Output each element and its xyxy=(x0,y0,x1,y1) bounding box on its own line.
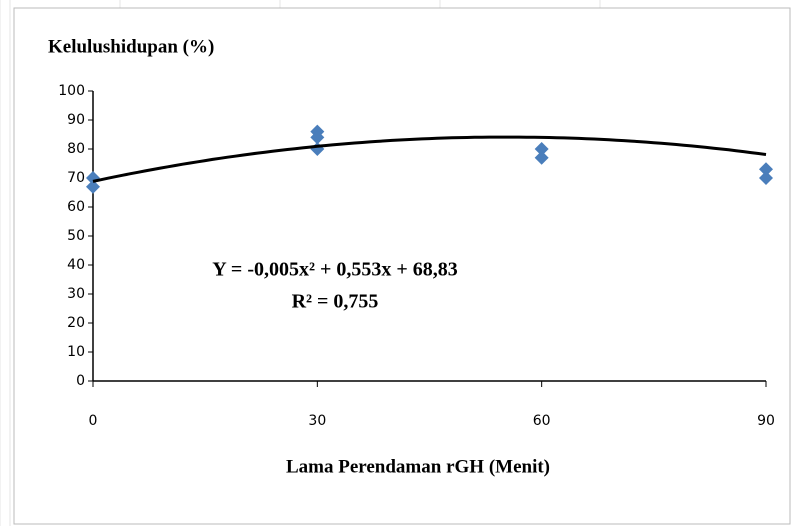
y-tick-label: 90 xyxy=(67,112,85,128)
chart-title: Kelulushidupan (%) xyxy=(48,36,214,57)
y-tick-label: 100 xyxy=(58,83,85,99)
y-tick-label: 70 xyxy=(67,170,85,186)
y-tick-label: 20 xyxy=(67,315,85,331)
trendline xyxy=(92,135,767,183)
point xyxy=(86,179,100,194)
sheet-grid xyxy=(0,0,601,526)
x-tick-label: 60 xyxy=(533,413,551,429)
x-tick-label: 0 xyxy=(89,413,98,429)
y-tick-label: 60 xyxy=(67,199,85,215)
equation: Y = -0,005x² + 0,553x + 68,83 xyxy=(212,259,458,281)
y-tick-label: 50 xyxy=(67,228,85,244)
point xyxy=(534,142,549,156)
y-tick-label: 30 xyxy=(67,286,85,302)
x-axis-label: Lama Perendaman rGH (Menit) xyxy=(286,456,550,477)
y-tick-label: 40 xyxy=(67,257,85,273)
x-tick-label: 90 xyxy=(757,413,775,429)
chart-border xyxy=(13,7,791,525)
point xyxy=(534,150,549,165)
r-squared: R² = 0,755 xyxy=(292,291,379,313)
y-tick-label: 0 xyxy=(76,373,85,389)
point xyxy=(759,162,773,177)
point xyxy=(310,130,325,145)
y-tick-label: 80 xyxy=(67,141,85,157)
y-tick-label: 10 xyxy=(67,344,85,360)
x-tick-label: 30 xyxy=(308,413,326,429)
point xyxy=(759,171,773,185)
